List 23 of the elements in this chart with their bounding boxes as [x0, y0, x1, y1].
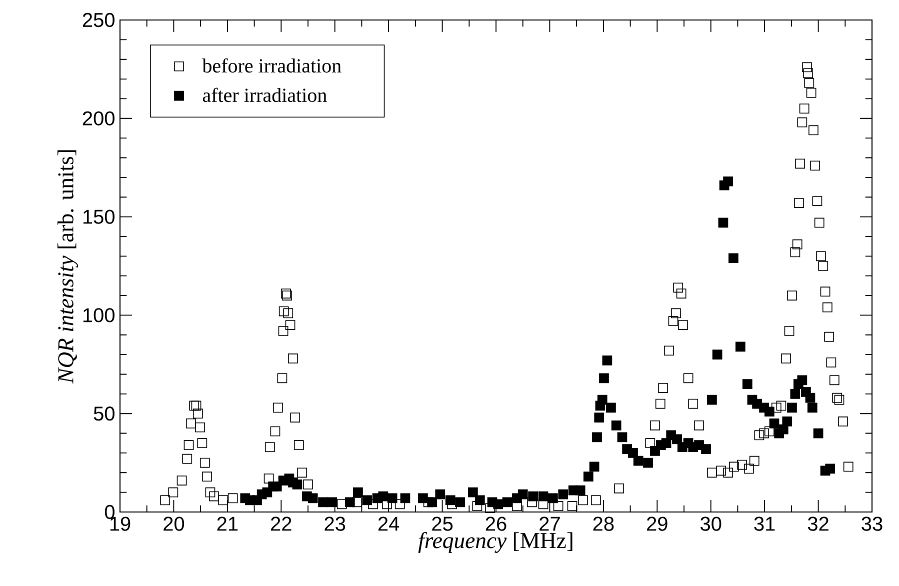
x-tick-label: 30 — [700, 516, 722, 531]
x-tick-label: 25 — [432, 516, 453, 531]
legend-label: before irradiation — [202, 58, 342, 73]
y-axis-title: NQR intensity [arb. units] — [57, 150, 78, 384]
x-axis-title: frequency [MHz] — [418, 532, 572, 553]
x-tick-label: 33 — [862, 516, 882, 531]
x-tick-label: 28 — [593, 516, 614, 531]
x-tick-label: 31 — [754, 516, 775, 531]
y-tick-label: 200 — [82, 111, 114, 126]
x-tick-label: 32 — [808, 516, 828, 531]
x-tick-label: 29 — [647, 516, 668, 531]
x-tick-label: 26 — [486, 516, 506, 531]
legend-label: after irradiation — [202, 88, 327, 102]
x-tick-label: 22 — [271, 516, 292, 531]
x-tick-label: 20 — [164, 516, 184, 531]
x-tick-label: 23 — [324, 516, 346, 531]
x-tick-label: 27 — [540, 516, 560, 531]
y-tick-label: 250 — [82, 12, 114, 28]
x-tick-label: 21 — [217, 516, 238, 531]
y-tick-label: 100 — [83, 308, 114, 322]
y-tick-label: 150 — [83, 210, 114, 224]
x-tick-label: 24 — [378, 516, 400, 531]
y-tick-label: 50 — [94, 406, 114, 421]
